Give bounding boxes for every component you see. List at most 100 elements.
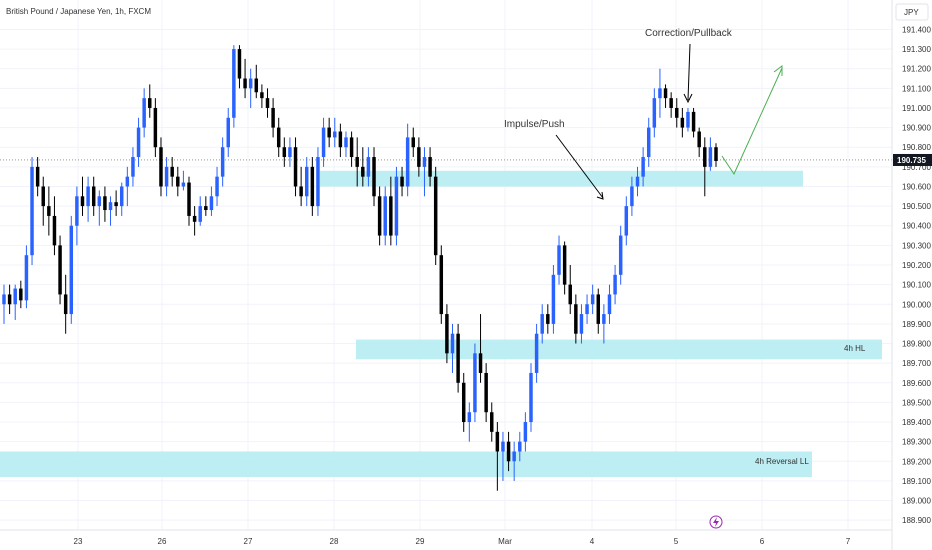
zone-rect[interactable]: [0, 451, 812, 477]
y-tick-label: 188.900: [902, 516, 931, 525]
candle-body: [445, 314, 449, 354]
annotation-arrows: [555, 43, 783, 200]
zone-rect[interactable]: [356, 339, 882, 360]
candle-body: [35, 166, 40, 187]
candle-body: [338, 131, 343, 148]
candle-body: [557, 245, 561, 275]
candle-body: [439, 255, 444, 315]
candle-body: [602, 314, 606, 324]
chart-title: British Pound / Japanese Yen, 1h, FXCM: [6, 7, 151, 16]
candle-body: [209, 196, 214, 211]
y-tick-label: 191.400: [902, 25, 931, 34]
candle-body: [422, 157, 427, 167]
projection-arrow: [721, 67, 783, 176]
candle-body: [433, 176, 438, 256]
candle-body: [41, 186, 45, 207]
candle-body: [400, 176, 404, 187]
y-tick-label: 191.300: [902, 45, 931, 54]
candle-body: [13, 288, 17, 305]
y-tick-label: 189.600: [902, 379, 931, 388]
lightning-icon[interactable]: [709, 515, 723, 529]
candle-body: [136, 127, 141, 158]
candle-body: [24, 255, 29, 301]
candle-body: [75, 196, 79, 226]
candle-body: [506, 441, 511, 462]
candle-body: [585, 304, 589, 315]
candle-body: [540, 314, 544, 334]
candle-body: [663, 88, 668, 99]
x-tick-label: 4: [590, 537, 595, 546]
price-axis[interactable]: 191.400 191.300 191.200 191.100 191.000 190.9…: [902, 25, 931, 525]
y-tick-label: 190.600: [902, 182, 931, 191]
candle-body: [52, 215, 57, 246]
candle-body: [478, 353, 483, 373]
x-tick-label: 29: [416, 537, 425, 546]
candle-body: [243, 78, 247, 89]
y-tick-label: 189.100: [902, 477, 931, 486]
candle-body: [316, 157, 320, 207]
candle-body: [148, 98, 152, 108]
candle-body: [305, 166, 309, 197]
y-tick-label: 189.900: [902, 320, 931, 329]
last-price-tag: 190.735: [893, 153, 932, 166]
candle-body: [86, 186, 90, 207]
candle-body: [551, 274, 556, 324]
y-tick-label: 190.100: [902, 281, 931, 290]
candle-body: [697, 131, 701, 148]
y-tick-label: 191.100: [902, 84, 931, 93]
candle-body: [248, 78, 253, 89]
support-zones: [0, 170, 882, 477]
candle-body: [69, 225, 74, 315]
candle-body: [170, 166, 174, 177]
annotation-impulse: Impulse/Push: [504, 119, 565, 130]
zone-rect[interactable]: [320, 170, 803, 187]
grid-lines: [0, 0, 892, 530]
candle-body: [321, 127, 326, 158]
candle-body: [327, 127, 331, 138]
x-tick-label: 5: [674, 537, 679, 546]
candle-body: [495, 431, 500, 452]
y-tick-label: 189.000: [902, 497, 931, 506]
candle-body: [428, 157, 432, 177]
candle-body: [501, 441, 505, 452]
candle-body: [125, 176, 130, 187]
candle-body: [288, 147, 292, 158]
candle-body: [534, 333, 539, 373]
candle-body: [574, 304, 578, 334]
candle-body: [703, 147, 707, 167]
zone-label-reversal: 4h Reversal LL: [755, 457, 809, 466]
candle-body: [417, 147, 421, 167]
candle-body: [366, 157, 371, 177]
y-tick-label: 190.000: [902, 300, 931, 309]
x-tick-label: 23: [74, 537, 83, 546]
candle-body: [153, 107, 158, 148]
candle-body: [58, 245, 62, 295]
candle-body: [2, 294, 6, 305]
annotation-correction: Correction/Pullback: [645, 28, 733, 39]
candle-body: [226, 117, 230, 148]
candle-body: [456, 333, 460, 383]
y-tick-label: 189.800: [902, 340, 931, 349]
candle-body: [383, 196, 387, 236]
candle-body: [119, 186, 124, 207]
candle-body: [546, 314, 550, 324]
impulse-arrow-head: [596, 191, 604, 200]
candle-body: [461, 382, 466, 423]
candle-body: [708, 147, 713, 167]
candle-body: [265, 98, 270, 108]
candle-body: [159, 147, 163, 187]
candle-body: [512, 451, 516, 462]
currency-box[interactable]: [895, 3, 929, 21]
candle-body: [187, 182, 191, 216]
candle-body: [198, 206, 202, 222]
x-tick-label: 7: [846, 537, 851, 546]
candle-body: [176, 176, 180, 187]
candle-body: [344, 137, 348, 148]
time-axis[interactable]: 23 26 27 28 29 Mar 4 5 6 7: [74, 537, 851, 546]
last-price-label: 190.735: [897, 156, 926, 165]
candle-body: [232, 49, 236, 118]
candle-body: [355, 157, 359, 167]
x-tick-label: 26: [158, 537, 167, 546]
candle-body: [405, 137, 410, 187]
